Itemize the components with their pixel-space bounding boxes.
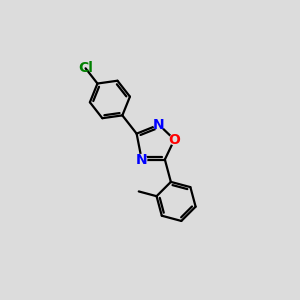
Circle shape <box>136 154 147 165</box>
Text: Cl: Cl <box>78 61 93 75</box>
Text: N: N <box>153 118 165 132</box>
Text: N: N <box>136 152 148 167</box>
Circle shape <box>169 134 179 145</box>
Text: O: O <box>168 133 180 147</box>
Circle shape <box>154 120 164 130</box>
